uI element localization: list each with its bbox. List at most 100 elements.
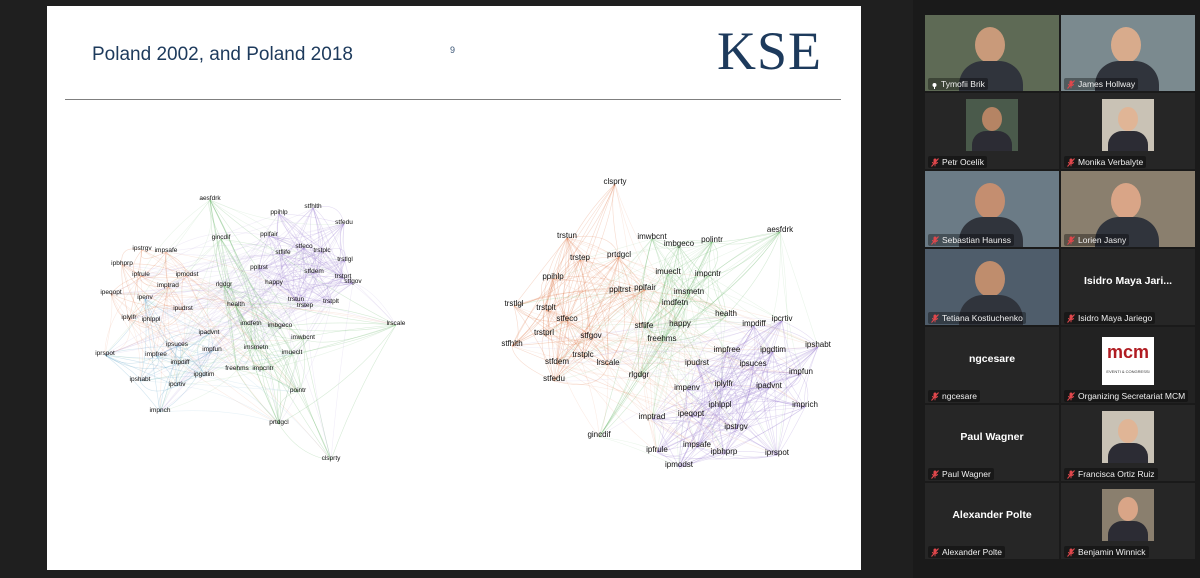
- network-edge: [548, 278, 555, 382]
- network-edge: [545, 289, 646, 311]
- network-edge: [696, 325, 755, 366]
- network-edge: [653, 340, 663, 453]
- network-edge: [235, 305, 293, 355]
- network-edge: [179, 260, 346, 365]
- network-edge: [779, 231, 819, 348]
- network-edge: [176, 326, 281, 347]
- network-edge: [722, 315, 727, 387]
- network-node-label: ipbhprp: [111, 260, 133, 267]
- participant-tile[interactable]: mcm EVENTI & CONGRESSI Organizing Secretar…: [1061, 327, 1195, 403]
- network-edge: [679, 315, 727, 327]
- network-edge: [723, 453, 778, 459]
- network-edge: [686, 351, 728, 391]
- network-edge: [278, 213, 307, 308]
- participant-tile[interactable]: Tetiana Kostiuchenko: [925, 249, 1059, 325]
- network-edge: [556, 363, 692, 417]
- network-edge: [667, 231, 781, 275]
- network-edge: [553, 289, 646, 382]
- network-edge: [167, 286, 210, 335]
- network-edge: [590, 231, 781, 339]
- network-edge: [150, 286, 169, 322]
- network-edge: [651, 238, 667, 342]
- network-edge: [254, 283, 275, 350]
- network-edge: [128, 318, 152, 328]
- network-edge: [607, 289, 646, 366]
- network-edge: [566, 237, 725, 455]
- network-edge: [651, 418, 737, 430]
- participant-display-name: ngcesare: [968, 353, 1016, 365]
- network-edge: [766, 320, 783, 389]
- network-edge: [614, 183, 681, 327]
- network-edge: [181, 275, 188, 311]
- participant-tile[interactable]: Tymofii Brik: [925, 15, 1059, 91]
- network-edge: [678, 373, 802, 468]
- network-edge: [696, 325, 755, 448]
- network-node-label: pointr: [290, 387, 307, 394]
- network-edge: [656, 428, 737, 453]
- network-edge: [619, 291, 819, 348]
- network-edge: [651, 273, 669, 420]
- network-edge: [768, 387, 806, 408]
- network-edge: [511, 309, 547, 347]
- mcm-logo-text: mcm: [1106, 342, 1150, 362]
- network-edge: [304, 251, 323, 308]
- network-node-label: trstep: [570, 253, 591, 262]
- network-edge: [303, 247, 332, 304]
- network-node-label: polintr: [701, 235, 723, 244]
- network-edge: [273, 223, 345, 285]
- network-edge: [158, 385, 178, 413]
- participant-name-label: Benjamin Winnick: [1064, 546, 1149, 558]
- participant-tile[interactable]: Isidro Maya Jari... Isidro Maya Jariego: [1061, 249, 1195, 325]
- network-edge: [268, 235, 344, 279]
- participant-tile[interactable]: Sebastian Haunss: [925, 171, 1059, 247]
- network-node-label: imsmetn: [674, 287, 704, 296]
- network-edge: [541, 278, 554, 311]
- network-edge: [678, 365, 754, 468]
- participant-tile[interactable]: ngcesare ngcesare: [925, 327, 1059, 403]
- network-node-label: freehms: [225, 365, 249, 372]
- network-edge: [159, 247, 305, 413]
- network-edge: [295, 247, 305, 302]
- participant-tile[interactable]: Benjamin Winnick: [1061, 483, 1195, 559]
- participant-tile[interactable]: James Hollway: [1061, 15, 1195, 91]
- network-edge: [513, 237, 568, 307]
- participant-tile[interactable]: Francisca Ortiz Ruiz: [1061, 405, 1195, 481]
- participant-tile[interactable]: Lorien Jasny: [1061, 171, 1195, 247]
- network-node-label: rlgdgr: [629, 370, 650, 379]
- participant-name-label: Organizing Secretariat MCM: [1064, 390, 1189, 402]
- network-edge: [262, 369, 280, 425]
- network-edge: [566, 235, 620, 258]
- network-edge: [268, 235, 397, 326]
- network-edge: [179, 350, 213, 365]
- network-edge: [607, 304, 676, 366]
- network-edge: [579, 259, 819, 348]
- participant-tile[interactable]: Petr Ocelík: [925, 93, 1059, 169]
- network-node-label: stfgov: [580, 331, 601, 340]
- network-edge: [579, 259, 609, 366]
- network-edge: [723, 320, 783, 455]
- network-edge: [278, 213, 397, 326]
- network-edge: [268, 235, 284, 255]
- network-node-label: ipeqopt: [100, 289, 122, 296]
- participant-tile[interactable]: Alexander Polte Alexander Polte: [925, 483, 1059, 559]
- network-node-label: impdiff: [170, 359, 189, 366]
- network-edge: [752, 365, 802, 376]
- network-edge: [140, 247, 305, 277]
- network-node-label: imdfetn: [662, 298, 688, 307]
- network-edge: [553, 364, 698, 382]
- participant-tile[interactable]: Monika Verbalyte: [1061, 93, 1195, 169]
- network-edge: [258, 268, 332, 461]
- network-edge: [128, 199, 211, 320]
- network-edge: [718, 385, 725, 408]
- network-edge: [340, 260, 346, 279]
- network-edge: [557, 237, 568, 322]
- network-edge: [128, 238, 222, 320]
- network-edge: [545, 309, 555, 382]
- network-node-label: ipsuces: [166, 341, 189, 348]
- network-edge: [618, 256, 698, 448]
- network-edge: [696, 385, 725, 448]
- network-node-label: ipgdtim: [194, 371, 215, 378]
- network-edge: [707, 241, 718, 277]
- participant-tile[interactable]: Paul Wagner Paul Wagner: [925, 405, 1059, 481]
- network-edge: [285, 353, 299, 393]
